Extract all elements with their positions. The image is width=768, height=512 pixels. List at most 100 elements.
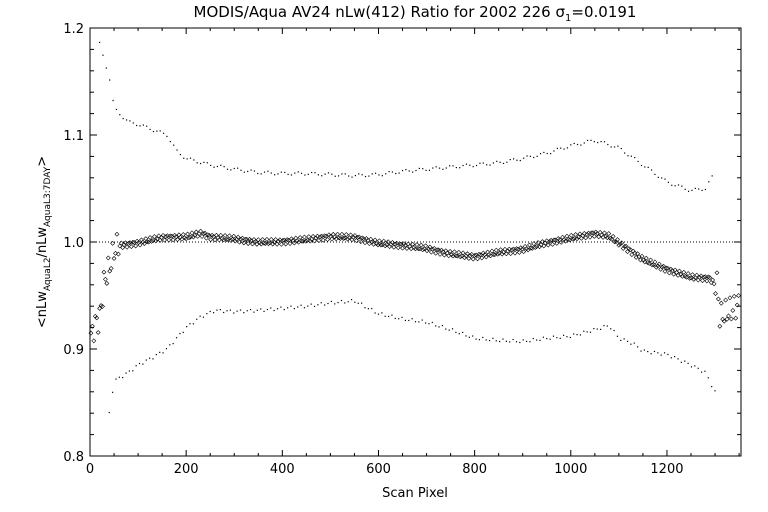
mean-point [105, 255, 111, 261]
mean-point [622, 243, 628, 249]
upper-point [189, 157, 192, 159]
mean-point [470, 256, 476, 262]
mean-point [596, 234, 602, 240]
mean-point [307, 238, 313, 244]
upper-point [294, 172, 296, 174]
mean-point [404, 246, 410, 251]
lower-point [455, 331, 457, 333]
mean-point [648, 257, 654, 263]
upper-point [109, 79, 111, 81]
mean-point [646, 260, 652, 266]
upper-point [523, 157, 525, 159]
mean-point [736, 293, 742, 299]
upper-point [115, 108, 118, 111]
mean-point [235, 234, 241, 240]
upper-point [226, 168, 229, 170]
upper-point [465, 163, 468, 165]
lower-point [499, 340, 501, 343]
y-label-close: > [35, 156, 50, 167]
upper-point [667, 181, 669, 183]
lower-point [700, 371, 703, 373]
y-tick-label: 0.8 [63, 450, 84, 465]
mean-point [548, 237, 554, 243]
upper-point [112, 99, 114, 102]
mean-point [98, 303, 104, 308]
mean-point [718, 300, 724, 306]
lower-point [125, 372, 127, 374]
upper-point [550, 152, 552, 155]
x-tick-label: 800 [462, 462, 487, 477]
mean-point [498, 247, 504, 253]
mean-point [186, 235, 192, 241]
lower-point [350, 298, 353, 301]
upper-point [173, 144, 175, 146]
mean-point [610, 233, 616, 239]
mean-point [476, 251, 482, 257]
lower-point [411, 318, 413, 320]
upper-point [371, 173, 373, 175]
lower-point [626, 340, 629, 342]
lower-point [303, 307, 306, 309]
mean-point [728, 316, 734, 322]
mean-point [534, 244, 540, 249]
mean-point [727, 295, 733, 301]
mean-point [672, 267, 678, 273]
mean-point [366, 241, 372, 246]
mean-point [453, 253, 459, 259]
upper-point [240, 169, 242, 171]
upper-point [694, 187, 696, 189]
mean-point [232, 238, 238, 244]
upper-point [233, 167, 235, 170]
mean-point [336, 235, 342, 241]
lower-series [108, 298, 716, 414]
y-label-mid: /nLw [35, 227, 50, 258]
lower-point [593, 327, 595, 330]
mean-point [391, 244, 397, 250]
upper-point [176, 149, 178, 151]
mean-point [615, 237, 620, 242]
upper-point [509, 159, 511, 161]
lower-point [418, 321, 420, 323]
upper-point [553, 150, 555, 152]
lower-point [515, 341, 518, 343]
mean-point [459, 253, 465, 259]
mean-point [150, 238, 156, 244]
lower-point [677, 358, 679, 360]
upper-point [391, 171, 394, 173]
mean-point [114, 231, 120, 237]
mean-point [578, 235, 584, 241]
upper-point [304, 174, 306, 176]
upper-point [412, 171, 414, 173]
lower-point [475, 338, 477, 340]
lower-point [132, 370, 134, 372]
mean-point [252, 239, 258, 245]
lower-point [707, 377, 709, 379]
mean-point [208, 237, 214, 243]
upper-point [230, 169, 232, 171]
upper-point [210, 164, 212, 167]
y-tick-label: 1.2 [63, 22, 84, 37]
mean-point [134, 238, 140, 244]
mean-point [653, 264, 659, 270]
plot-frame [89, 27, 742, 457]
mean-point [626, 246, 632, 252]
mean-point [597, 229, 603, 235]
upper-point [630, 155, 632, 157]
mean-point [349, 237, 355, 243]
mean-point [731, 293, 737, 299]
upper-point [280, 171, 282, 173]
upper-point [445, 167, 447, 169]
upper-point [603, 141, 606, 143]
upper-point [492, 162, 494, 164]
mean-point [101, 269, 107, 275]
lower-point [216, 309, 218, 311]
upper-point [415, 169, 417, 172]
upper-point [149, 128, 151, 131]
y-tick-label: 1.0 [63, 236, 84, 251]
mean-point [329, 236, 335, 242]
y-axis-label: <nLwAquaL2/nLwAquaL3:7DAY> [35, 156, 53, 328]
upper-point [499, 161, 501, 163]
upper-point [654, 173, 656, 176]
mean-point [309, 236, 315, 242]
